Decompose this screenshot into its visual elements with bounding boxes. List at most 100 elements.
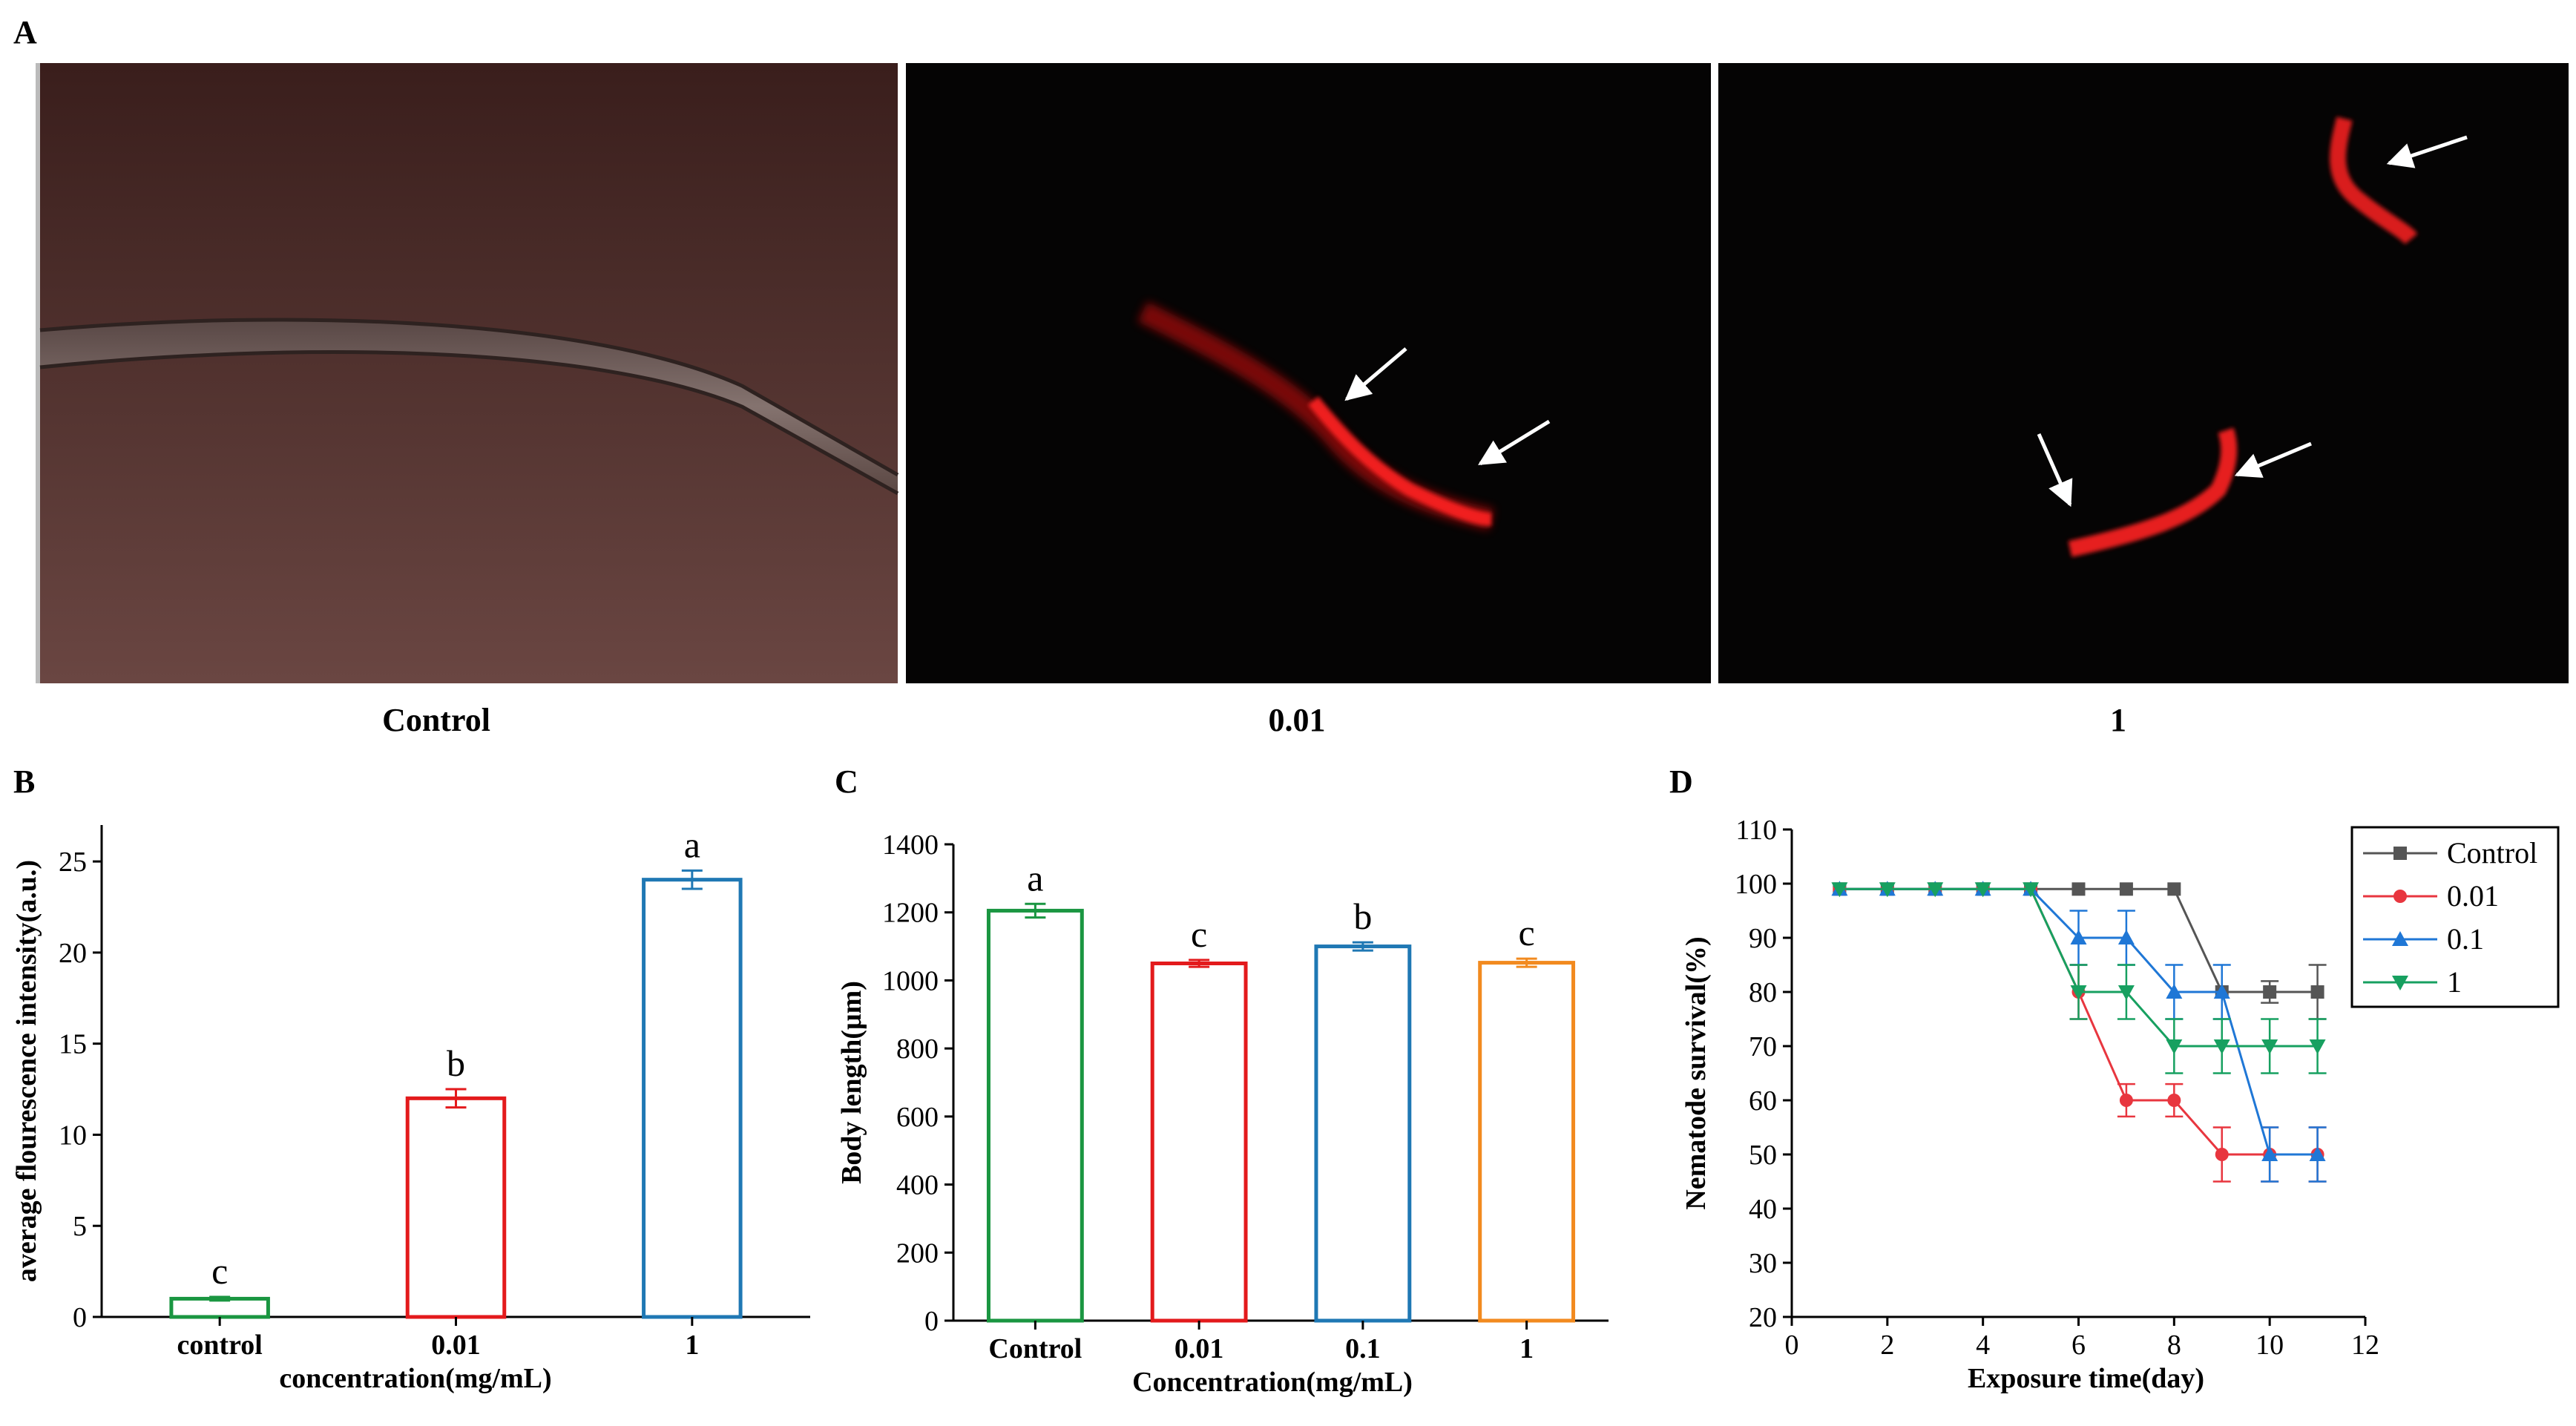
- series-0.1: [1831, 881, 2327, 1183]
- y-tick-label: 30: [1749, 1248, 1777, 1279]
- legend-marker: [2393, 847, 2407, 860]
- caption-control: Control: [382, 702, 490, 738]
- data-point: [2070, 985, 2087, 1000]
- data-point: [2215, 1148, 2229, 1161]
- y-tick-label: 50: [1749, 1140, 1777, 1171]
- y-tick-label: 110: [1735, 815, 1777, 846]
- y-axis-label: Body length(μm): [836, 981, 867, 1184]
- data-point: [2167, 882, 2181, 896]
- legend-label: Control: [2447, 836, 2537, 870]
- y-tick-label: 100: [1735, 869, 1777, 900]
- panel-label-a: A: [13, 14, 37, 50]
- bar-1: [642, 878, 743, 1319]
- y-tick-label: 10: [59, 1120, 87, 1151]
- micrograph-1: [1718, 63, 2569, 683]
- data-point: [2119, 882, 2133, 896]
- significance-label: a: [684, 824, 700, 865]
- y-tick-label: 200: [896, 1238, 939, 1269]
- significance-label: c: [1191, 913, 1207, 955]
- data-point: [2263, 985, 2277, 999]
- data-point: [2023, 882, 2040, 898]
- legend-marker: [2393, 890, 2407, 903]
- x-tick-label: 4: [1976, 1330, 1990, 1361]
- x-tick-label: 0.1: [1345, 1333, 1381, 1364]
- caption-1: 1: [2110, 702, 2126, 738]
- legend-label: 1: [2447, 965, 2462, 999]
- x-tick-label: control: [177, 1330, 262, 1361]
- legend-label: 0.1: [2447, 922, 2484, 956]
- significance-label: a: [1027, 857, 1043, 898]
- x-tick-label: 0: [1785, 1330, 1799, 1361]
- y-tick-label: 1000: [882, 965, 939, 996]
- significance-label: c: [1519, 912, 1535, 953]
- data-point: [2070, 930, 2087, 944]
- caption-0.01: 0.01: [1269, 702, 1326, 738]
- legend-box: [2350, 826, 2560, 1008]
- y-axis-label: average flourescence intensity(a.u.): [11, 860, 42, 1282]
- x-tick-label: 2: [1880, 1330, 1894, 1361]
- panel-label-b: B: [13, 763, 35, 800]
- data-point: [1974, 882, 1991, 898]
- x-tick-label: Control: [988, 1333, 1082, 1364]
- x-tick-label: 12: [2351, 1330, 2379, 1361]
- data-point: [2310, 985, 2324, 999]
- data-point: [2167, 1094, 2181, 1107]
- data-point: [2213, 984, 2230, 999]
- significance-label: b: [1353, 896, 1372, 937]
- y-tick-label: 0: [73, 1302, 87, 1333]
- bar-Control: [986, 908, 1084, 1323]
- x-tick-label: 10: [2255, 1330, 2284, 1361]
- series-0.01: [1833, 882, 2327, 1183]
- data-point: [2117, 930, 2135, 944]
- data-point: [2117, 985, 2135, 1000]
- bar-0.1: [1314, 944, 1412, 1323]
- x-tick-label: 6: [2071, 1330, 2086, 1361]
- data-point: [1927, 882, 1944, 898]
- data-point: [2261, 1146, 2278, 1161]
- x-tick-label: 0.01: [431, 1330, 481, 1361]
- data-point: [2166, 984, 2183, 999]
- bar-0.01: [1150, 962, 1248, 1323]
- y-tick-label: 80: [1749, 977, 1777, 1008]
- series-1: [1831, 882, 2327, 1074]
- data-point: [1879, 882, 1896, 898]
- y-tick-label: 15: [59, 1029, 87, 1060]
- y-tick-label: 5: [73, 1211, 87, 1242]
- x-axis-label: Exposure time(day): [1968, 1363, 2204, 1394]
- y-tick-label: 600: [896, 1102, 939, 1133]
- legend-label: 0.01: [2447, 879, 2499, 913]
- y-tick-label: 1200: [882, 898, 939, 929]
- data-point: [2071, 882, 2086, 896]
- data-point: [2309, 1146, 2326, 1161]
- y-tick-label: 0: [924, 1306, 939, 1337]
- bar-1: [1478, 961, 1576, 1323]
- y-tick-label: 20: [59, 938, 87, 969]
- bar-0.01: [405, 1096, 507, 1319]
- y-tick-label: 25: [59, 847, 87, 878]
- x-tick-label: 1: [685, 1330, 699, 1361]
- data-point: [1831, 882, 1848, 898]
- micrograph-0.01: [906, 63, 1711, 683]
- y-tick-label: 90: [1749, 923, 1777, 954]
- significance-label: b: [447, 1042, 465, 1084]
- chart-fluorescence: 0 5 10 15 20 25 c control b 0.01 a 1 concentration(m…: [11, 824, 810, 1394]
- data-point: [2261, 1039, 2278, 1054]
- y-tick-label: 1400: [882, 829, 939, 861]
- y-axis-label: Nematode survival(%): [1680, 936, 1712, 1209]
- x-axis-label: concentration(mg/mL): [279, 1363, 551, 1394]
- x-tick-label: 1: [1519, 1333, 1534, 1364]
- chart-survival: 20 30 40 50 60 70 80 90 100 110 0 2 4 6 8 10 12 Exposure …: [1680, 815, 2560, 1394]
- y-tick-label: 40: [1749, 1194, 1777, 1225]
- x-tick-label: 8: [2167, 1330, 2181, 1361]
- data-point: [2213, 1039, 2230, 1054]
- y-tick-label: 60: [1749, 1085, 1777, 1117]
- y-tick-label: 20: [1749, 1302, 1777, 1333]
- x-axis-label: Concentration(mg/mL): [1132, 1367, 1413, 1398]
- data-point: [2119, 1094, 2133, 1107]
- legend-marker: [2392, 931, 2408, 946]
- data-point: [2309, 1039, 2326, 1054]
- legend: Control 0.01 0.1 1: [2350, 826, 2560, 1008]
- micrograph-control: [36, 63, 899, 683]
- y-tick-label: 70: [1749, 1031, 1777, 1062]
